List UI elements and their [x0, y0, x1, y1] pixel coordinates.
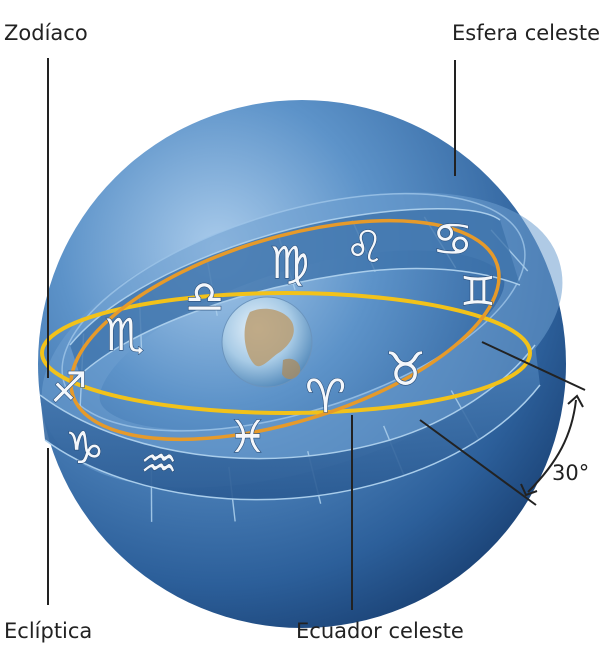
equator-ray	[481, 341, 586, 391]
zodiac-sign-pisces: ♓	[228, 412, 267, 463]
angle-label: 30°	[552, 461, 589, 485]
earth	[221, 296, 313, 388]
zodiac-sign-capricorn: ♑	[65, 423, 104, 474]
ecliptic-ray	[419, 419, 537, 506]
zodiac-label: Zodíaco	[4, 21, 88, 45]
zodiac-symbols: ♋ ♌ ♍ ♎ ♏ ♐ ♑ ♒ ♓ ♈ ♉ ♊	[49, 211, 496, 488]
celestial-equator-label: Ecuador celeste	[296, 619, 464, 643]
zodiac-sign-taurus: ♉	[385, 342, 426, 396]
angle-arc	[527, 399, 577, 493]
angle-arrow-top	[567, 394, 584, 408]
celestial-equator-line	[40, 291, 532, 415]
zodiac-band-back	[70, 208, 520, 375]
zodiac-sign-gemini: ♊	[460, 269, 496, 315]
angle-arrow-bottom	[520, 483, 538, 497]
zodiac-sign-cancer: ♋	[432, 212, 473, 266]
zodiac-sign-virgo: ♍	[270, 238, 309, 289]
celestial-sphere-label: Esfera celeste	[452, 21, 600, 45]
zodiac-sign-libra: ♎	[185, 272, 224, 323]
leader-lines	[47, 58, 586, 610]
zodiac-sign-sagittarius: ♐	[50, 363, 88, 412]
zodiac-sign-aquarius: ♒	[140, 439, 178, 488]
zodiac-band-front	[40, 345, 540, 500]
zodiac-sign-leo: ♌	[345, 222, 384, 273]
zodiac-sign-scorpio: ♏	[105, 310, 144, 361]
ecliptic-line	[69, 218, 501, 442]
zodiac-sign-aries: ♈	[305, 369, 346, 423]
ecliptic-label: Eclíptica	[4, 619, 92, 643]
